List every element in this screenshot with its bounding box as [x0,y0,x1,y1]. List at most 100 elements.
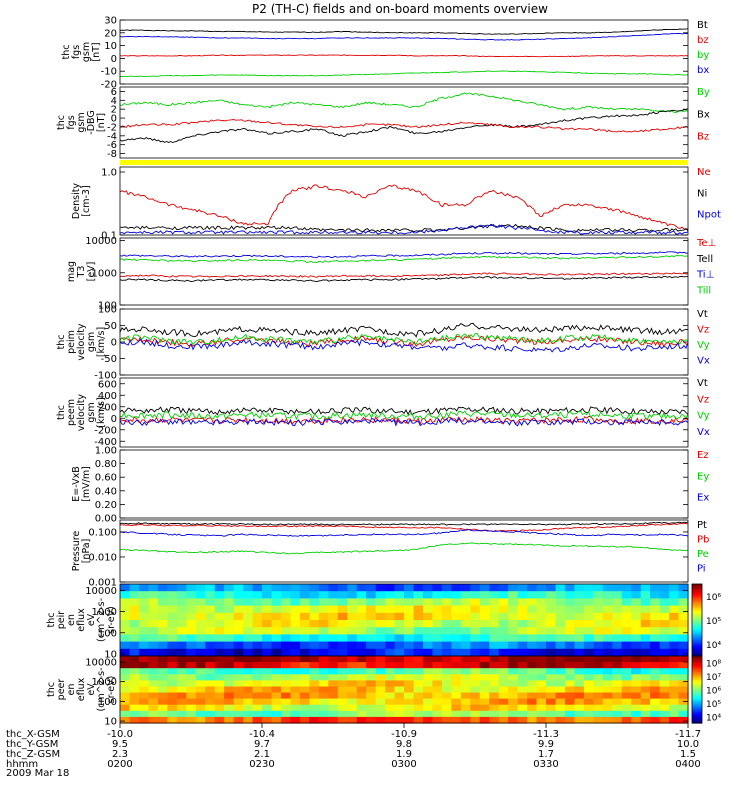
heatmap-cell [404,668,415,675]
heatmap-cell [564,612,575,621]
colorbar-segment [692,659,702,662]
heatmap-cell [517,620,528,628]
heatmap-cell [385,710,396,718]
series-line-fgs_dbg-0 [120,92,689,113]
heatmap-cell [432,668,443,675]
heatmap-cell [214,686,225,694]
heatmap-cell [271,641,282,650]
heatmap-cell [441,680,452,688]
heatmap-cell [536,656,547,663]
heatmap-cell [328,627,339,635]
heatmap-cell [299,634,310,643]
heatmap-cell [555,584,566,592]
time-axis-value: -10.4 [249,729,275,740]
heatmap-cell [205,716,216,724]
heatmap-cell [659,584,670,592]
heatmap-cell [385,627,396,635]
colorbar-segment [692,657,702,660]
heatmap-cell [280,668,291,675]
heatmap-cell [536,620,547,628]
heatmap-cell [195,648,206,657]
heatmap-cell [120,674,131,681]
time-axis-row-label: thc_Y-GSM [6,739,58,750]
heatmap-cell [262,612,273,621]
heatmap-cell [394,716,405,724]
heatmap-cell [167,704,178,712]
heatmap-cell [631,612,642,621]
heatmap-cell [574,620,585,628]
heatmap-cell [299,686,310,694]
heatmap-cell [508,584,519,592]
heatmap-cell [517,662,528,669]
heatmap-cell [564,704,575,712]
panel-frame [119,308,689,376]
colorbar-segment [692,639,702,643]
series-line-fgs-3 [119,32,689,41]
heatmap-cell [470,620,481,628]
heatmap-cell [186,648,197,657]
heatmap-cell [129,612,140,621]
heatmap-cell [564,656,575,663]
heatmap-cell [536,704,547,712]
heatmap-cell [290,692,301,700]
heatmap-cell [498,716,509,724]
heatmap-cell [612,598,623,607]
heatmap-cell [318,662,329,669]
heatmap-cell [621,680,632,688]
heatmap-cell [612,698,623,706]
y-tick-label: -400 [94,437,117,448]
heatmap-cell [328,686,339,694]
heatmap-cell [252,716,263,724]
heatmap-cell [422,710,433,718]
heatmap-cell [176,627,187,635]
heatmap-cell [214,698,225,706]
heatmap-cell [176,641,187,650]
heatmap-cell [659,674,670,681]
legend-label: Pb [697,535,709,546]
colorbar-segment [692,594,702,598]
heatmap-cell [394,605,405,614]
y-axis-label: gsm [81,42,92,62]
colorbar-segment [692,645,702,648]
colorbar-segment [692,692,702,696]
heatmap-cell [138,627,149,635]
colorbar-segment [692,616,702,619]
heatmap-cell [498,612,509,621]
heatmap-cell [621,612,632,621]
heatmap-cell [498,662,509,669]
heatmap-cell [138,698,149,706]
y-axis-label: [nPa] [81,539,92,564]
colorbar-segment [692,643,702,646]
heatmap-cell [366,641,377,650]
heatmap-cell [233,627,244,635]
heatmap-cell [441,598,452,607]
heatmap-cell [366,598,377,607]
heatmap-cell [574,716,585,724]
heatmap-cell [640,710,651,718]
heatmap-cell [546,674,557,681]
heatmap-cell [517,686,528,694]
heatmap-cell [669,680,680,688]
heatmap-cell [678,584,689,592]
heatmap-cell [385,668,396,675]
heatmap-cell [441,698,452,706]
heatmap-cell [148,605,159,614]
heatmap-cell [404,584,415,592]
heatmap-cell [678,612,689,621]
heatmap-cell [517,634,528,643]
heatmap-cell [356,704,367,712]
heatmap-cell [271,686,282,694]
heatmap-cell [413,591,424,599]
series-line-density-0 [119,184,689,230]
heatmap-cell [290,686,301,694]
heatmap-cell [385,686,396,694]
heatmap-cell [678,634,689,643]
heatmap-cell [508,656,519,663]
series-line-fgs-2 [120,70,689,78]
time-axis-value: 9.7 [254,739,270,750]
heatmap-cell [318,674,329,681]
legend-label: Vx [697,427,710,438]
heatmap-cell [451,648,462,657]
